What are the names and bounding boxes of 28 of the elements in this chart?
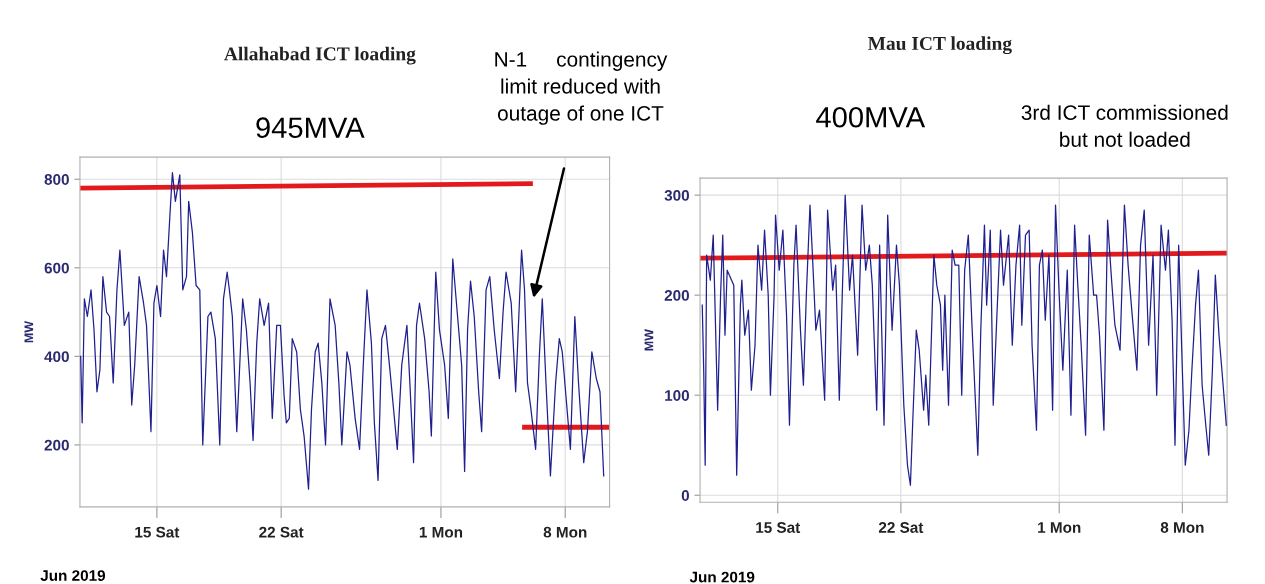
text: Jun 2019 <box>40 570 106 581</box>
x-tick-label: 8 Mon <box>543 526 587 538</box>
y-tick-label: 0 <box>681 490 690 501</box>
y-axis-title: MW <box>644 329 654 351</box>
x-tick-label: 15 Sat <box>135 526 180 538</box>
y-tick-label: 400 <box>44 351 69 363</box>
x-tick-label: 22 Sat <box>878 522 924 533</box>
y-tick-label: 100 <box>665 390 690 401</box>
y-axis-title: MW <box>24 320 34 343</box>
text: Jun 2019 <box>689 571 755 583</box>
y-tick-label: 200 <box>44 439 69 451</box>
line-series <box>701 194 1227 486</box>
chart-subtitle: 945MVA <box>256 117 365 138</box>
x-tick-label: 8 Mon <box>1160 522 1204 533</box>
line-series <box>80 171 605 490</box>
y-tick-label: 800 <box>44 174 69 185</box>
text: N-1 contingency limit reduced with outage of one ICT <box>495 51 668 125</box>
x-tick-label: 1 Mon <box>1038 522 1081 533</box>
y-tick-label: 200 <box>664 290 690 301</box>
x-tick-label: 22 Sat <box>259 526 304 538</box>
y-tick-label: 600 <box>44 262 69 274</box>
chart-title: Allahabad ICT loading <box>224 46 416 65</box>
chart-title: Mau ICT loading <box>867 36 1012 55</box>
y-tick-label: 300 <box>664 189 690 201</box>
x-tick-label: 15 Sat <box>756 522 801 533</box>
x-tick-label: 1 Mon <box>419 526 463 538</box>
chart-subtitle: 400MVA <box>816 106 926 128</box>
text: 3rd ICT commissioned but not loaded <box>1021 104 1228 147</box>
